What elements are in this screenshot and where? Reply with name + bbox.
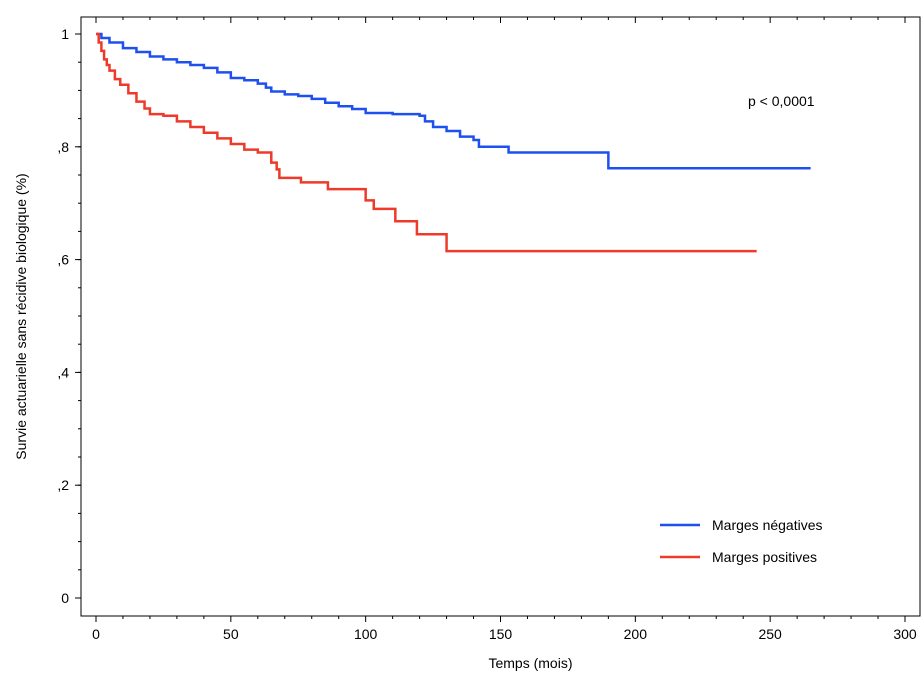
x-tick-label: 100 (354, 626, 378, 642)
p-value-annotation: p < 0,0001 (748, 93, 815, 109)
legend-label: Marges positives (712, 549, 817, 565)
y-tick-label: 0 (61, 590, 69, 606)
y-tick-label: ,6 (57, 252, 69, 268)
series-line-marges-negatives (96, 32, 811, 170)
legend-label: Marges négatives (712, 517, 823, 533)
series-lines (96, 32, 811, 253)
x-tick-label: 0 (92, 626, 100, 642)
x-axis: 0 50 100 150 200 250 300 (92, 17, 917, 642)
x-tick-label: 250 (758, 626, 782, 642)
x-tick-label: 200 (624, 626, 648, 642)
x-tick-label: 300 (893, 626, 917, 642)
series-line-marges-positives (96, 32, 757, 253)
legend: Marges négatives Marges positives (660, 517, 823, 565)
x-axis-title: Temps (mois) (488, 655, 572, 671)
y-axis-title: Survie actuarielle sans récidive biologi… (13, 173, 29, 459)
y-tick-label: ,4 (57, 364, 69, 380)
x-tick-label: 150 (489, 626, 513, 642)
y-tick-label: ,2 (57, 477, 69, 493)
y-tick-label: 1 (61, 26, 69, 42)
y-axis: 0 ,2 ,4 ,6 ,8 1 (57, 26, 81, 606)
y-tick-label: ,8 (57, 139, 69, 155)
x-tick-label: 50 (223, 626, 239, 642)
